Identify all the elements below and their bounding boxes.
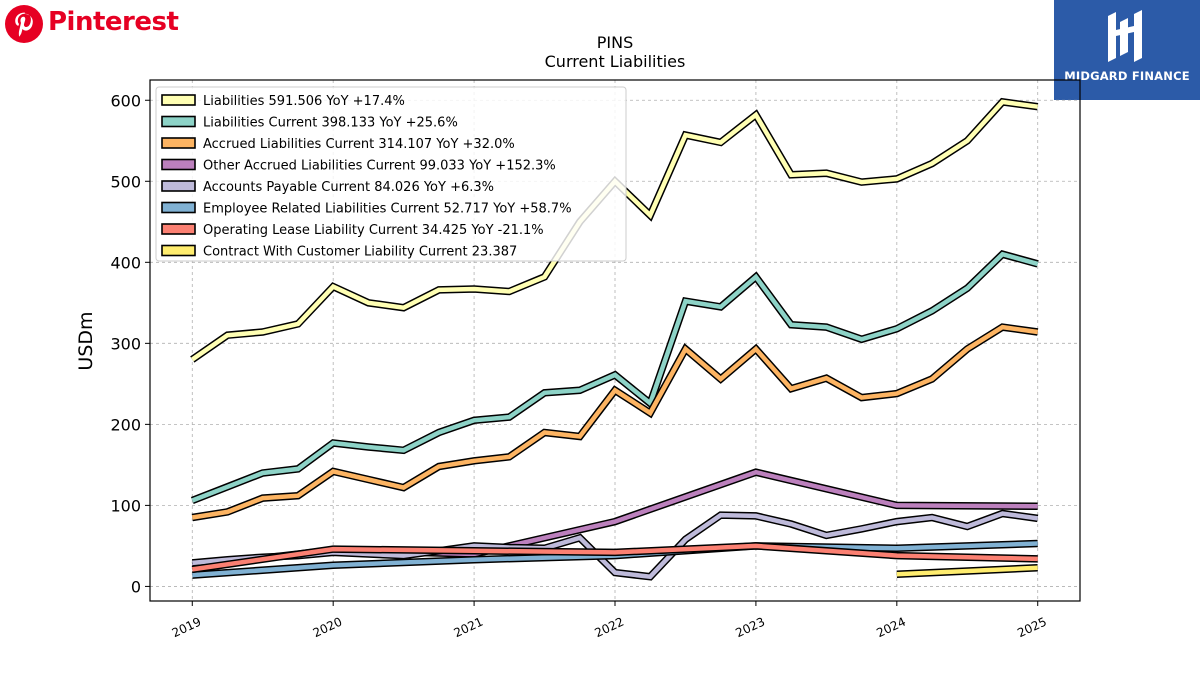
series-2 <box>191 323 1039 522</box>
legend-swatch <box>161 94 196 106</box>
series-line <box>191 324 1039 520</box>
pinterest-wordmark: Pinterest <box>48 7 179 37</box>
x-tick-label: 2021 <box>452 615 486 641</box>
legend-swatch <box>161 244 196 257</box>
x-tick-label: 2025 <box>1015 615 1049 641</box>
series-1 <box>190 250 1039 504</box>
legend-swatch <box>161 158 196 171</box>
chart-title: PINS <box>597 33 634 52</box>
series-7 <box>896 564 1038 579</box>
legend: Liabilities 591.506 YoY +17.4% Liabilitie… <box>155 86 627 262</box>
x-tick-label: 2019 <box>170 615 204 641</box>
y-tick-label: 200 <box>110 415 141 434</box>
series-6 <box>191 542 1038 574</box>
legend-item: Contract With Customer Liability Current… <box>161 244 517 260</box>
legend-label: Liabilities Current 398.133 YoY +25.6% <box>203 116 458 131</box>
legend-item: Accrued Liabilities Current 314.107 YoY … <box>161 137 515 152</box>
legend-swatch <box>161 137 196 149</box>
midgard-finance-wordmark: MIDGARD FINANCE <box>1064 69 1190 83</box>
legend-label: Employee Related Liabilities Current 52.… <box>203 202 572 217</box>
y-tick-label: 600 <box>110 91 141 110</box>
x-tick-label: 2020 <box>311 615 345 641</box>
legend-swatch <box>161 115 196 128</box>
y-tick-label: 500 <box>110 172 141 191</box>
legend-label: Accrued Liabilities Current 314.107 YoY … <box>203 137 515 152</box>
pinterest-logo: Pinterest <box>4 4 179 46</box>
legend-item: Liabilities 591.506 YoY +17.4% <box>161 94 405 109</box>
legend-swatch <box>161 180 196 192</box>
legend-label: Contract With Customer Liability Current… <box>203 245 517 260</box>
legend-label: Operating Lease Liability Current 34.425… <box>203 223 544 238</box>
legend-label: Other Accrued Liabilities Current 99.033… <box>203 159 556 174</box>
x-tick-label: 2023 <box>733 615 767 641</box>
series-line <box>191 543 1038 572</box>
legend-swatch <box>161 223 196 235</box>
y-tick-label: 0 <box>131 577 141 596</box>
series-line <box>191 251 1039 503</box>
pinterest-p-icon <box>5 5 43 43</box>
y-axis: 0 100 200 300 400 500 600 <box>110 91 150 596</box>
y-tick-label: 100 <box>110 496 141 515</box>
x-tick-label: 2022 <box>593 615 627 641</box>
y-tick-label: 300 <box>110 334 141 353</box>
legend-label: Accounts Payable Current 84.026 YoY +6.3… <box>203 180 494 195</box>
legend-item: Employee Related Liabilities Current 52.… <box>161 201 572 217</box>
legend-item: Operating Lease Liability Current 34.425… <box>161 223 544 238</box>
chart-subtitle: Current Liabilities <box>545 52 686 71</box>
legend-box <box>155 86 627 262</box>
x-tick-label: 2024 <box>874 615 908 641</box>
legend-swatch <box>161 201 196 214</box>
legend-item: Liabilities Current 398.133 YoY +25.6% <box>161 115 458 131</box>
y-tick-label: 400 <box>110 253 141 272</box>
legend-item: Other Accrued Liabilities Current 99.033… <box>161 158 556 174</box>
midgard-emblem-icon <box>1108 10 1142 62</box>
y-axis-label: USDm <box>75 311 97 370</box>
midgard-finance-logo: MIDGARD FINANCE <box>1054 0 1200 100</box>
legend-label: Liabilities 591.506 YoY +17.4% <box>203 94 405 109</box>
legend-item: Accounts Payable Current 84.026 YoY +6.3… <box>161 180 494 195</box>
x-axis: 2019 2020 2021 2022 2023 2024 2025 <box>170 601 1049 640</box>
series-line <box>896 565 1038 577</box>
grid <box>150 80 1080 601</box>
